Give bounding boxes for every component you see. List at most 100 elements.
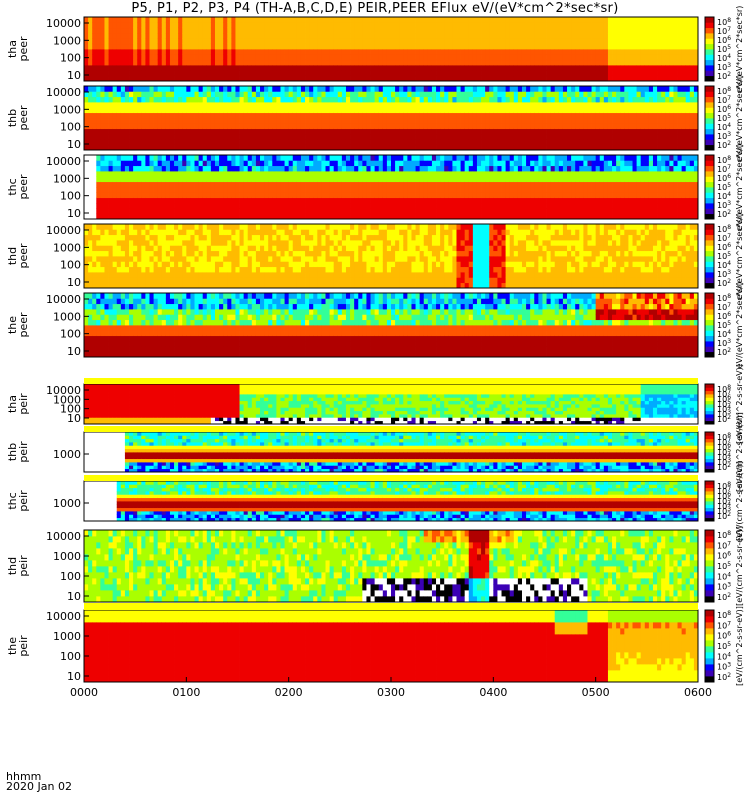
heatmap-cell xyxy=(289,155,293,161)
heatmap-cell xyxy=(600,107,604,113)
heatmap-cell xyxy=(326,134,330,140)
heatmap-cell xyxy=(399,129,403,135)
heatmap-cell xyxy=(88,182,92,188)
heatmap-cell xyxy=(121,107,125,113)
heatmap-cell xyxy=(297,97,301,103)
heatmap-cell xyxy=(154,107,158,113)
heatmap-cell xyxy=(342,60,346,66)
heatmap-cell xyxy=(178,107,182,113)
heatmap-cell xyxy=(571,97,575,103)
heatmap-cell xyxy=(92,70,96,76)
heatmap-cell xyxy=(411,123,415,129)
heatmap-cell xyxy=(461,49,465,55)
heatmap-cell xyxy=(497,44,501,50)
heatmap-cell xyxy=(137,129,141,135)
heatmap-cell xyxy=(113,86,117,92)
heatmap-cell xyxy=(497,97,501,103)
heatmap-cell xyxy=(240,198,244,204)
colorbar-swatch xyxy=(705,91,714,97)
heatmap-cell xyxy=(342,139,346,145)
heatmap-cell xyxy=(166,187,170,193)
heatmap-cell xyxy=(149,97,153,103)
heatmap-cell xyxy=(260,198,264,204)
heatmap-cell xyxy=(186,97,190,103)
heatmap-cell xyxy=(624,60,628,66)
heatmap-cell xyxy=(145,176,149,182)
heatmap-cell xyxy=(678,129,682,135)
heatmap-cell xyxy=(542,54,546,60)
heatmap-cell xyxy=(104,97,108,103)
heatmap-cell xyxy=(125,155,129,161)
heatmap-cell xyxy=(596,134,600,140)
heatmap-cell xyxy=(383,33,387,39)
heatmap-cell xyxy=(149,123,153,129)
heatmap-cell xyxy=(223,155,227,161)
heatmap-cell xyxy=(219,60,223,66)
heatmap-cell xyxy=(616,49,620,55)
heatmap-cell xyxy=(530,60,534,66)
heatmap-cell xyxy=(240,118,244,124)
heatmap-cell xyxy=(342,134,346,140)
heatmap-cell xyxy=(686,139,690,145)
heatmap-cell xyxy=(403,70,407,76)
heatmap-cell xyxy=(264,91,268,97)
heatmap-cell xyxy=(137,22,141,28)
heatmap-cell xyxy=(575,91,579,97)
heatmap-cell xyxy=(84,33,88,39)
heatmap-cell xyxy=(542,70,546,76)
heatmap-cell xyxy=(604,129,608,135)
heatmap-cell xyxy=(481,123,485,129)
heatmap-cell xyxy=(653,44,657,50)
heatmap-cell xyxy=(244,123,248,129)
heatmap-cell xyxy=(616,107,620,113)
heatmap-cell xyxy=(301,187,305,193)
heatmap-cell xyxy=(608,102,612,108)
heatmap-cell xyxy=(248,44,252,50)
heatmap-cell xyxy=(301,129,305,135)
heatmap-cell xyxy=(219,113,223,119)
heatmap-cell xyxy=(399,49,403,55)
heatmap-cell xyxy=(592,65,596,71)
heatmap-cell xyxy=(342,33,346,39)
heatmap-cell xyxy=(592,102,596,108)
heatmap-cell xyxy=(657,107,661,113)
heatmap-cell xyxy=(592,44,596,50)
heatmap-cell xyxy=(145,44,149,50)
heatmap-cell xyxy=(608,60,612,66)
heatmap-cell xyxy=(248,139,252,145)
heatmap-cell xyxy=(612,139,616,145)
heatmap-cell xyxy=(264,171,268,177)
heatmap-cell xyxy=(637,60,641,66)
heatmap-cell xyxy=(190,91,194,97)
heatmap-cell xyxy=(502,54,506,60)
heatmap-cell xyxy=(88,49,92,55)
heatmap-cell xyxy=(342,123,346,129)
heatmap-cell xyxy=(223,22,227,28)
heatmap-cell xyxy=(174,54,178,60)
heatmap-cell xyxy=(444,38,448,44)
heatmap-cell xyxy=(141,198,145,204)
heatmap-cell xyxy=(92,118,96,124)
heatmap-cell xyxy=(231,198,235,204)
heatmap-cell xyxy=(399,123,403,129)
heatmap-cell xyxy=(383,86,387,92)
heatmap-cell xyxy=(297,70,301,76)
heatmap-cell xyxy=(506,22,510,28)
heatmap-cell xyxy=(575,33,579,39)
heatmap-cell xyxy=(158,166,162,172)
heatmap-cell xyxy=(145,187,149,193)
heatmap-cell xyxy=(190,107,194,113)
heatmap-cell xyxy=(145,182,149,188)
heatmap-cell xyxy=(559,38,563,44)
heatmap-cell xyxy=(215,102,219,108)
heatmap-cell xyxy=(231,86,235,92)
heatmap-cell xyxy=(207,198,211,204)
heatmap-cell xyxy=(399,28,403,34)
heatmap-cell xyxy=(330,60,334,66)
heatmap-cell xyxy=(502,22,506,28)
heatmap-cell xyxy=(653,123,657,129)
heatmap-cell xyxy=(555,123,559,129)
heatmap-cell xyxy=(113,123,117,129)
heatmap-cell xyxy=(96,65,100,71)
heatmap-cell xyxy=(280,123,284,129)
